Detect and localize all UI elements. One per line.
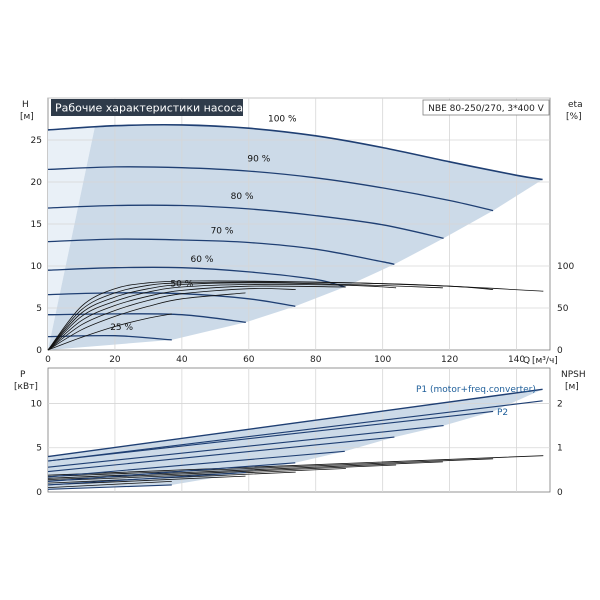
npsh-curve xyxy=(47,461,443,479)
npsh-tick-label: 2 xyxy=(557,399,563,409)
p1-label: P1 (motor+freq.converter) xyxy=(416,385,536,395)
curve-label: 50 % xyxy=(170,280,193,290)
power-curve xyxy=(47,462,296,482)
eta-axis-label: eta xyxy=(568,100,583,110)
curve-label: 25 % xyxy=(110,323,133,333)
npsh-curve xyxy=(47,458,494,477)
flow-tick-label: 80 xyxy=(310,355,322,365)
power-plot-area xyxy=(47,367,551,493)
flow-axis-unit: [м³/ч] xyxy=(532,356,558,366)
head-grid xyxy=(48,97,550,350)
flow-tick-label: 20 xyxy=(109,355,121,365)
flow-tick-label: 100 xyxy=(374,355,391,365)
head-curve-90-line xyxy=(47,166,494,212)
flow-tick-label: 60 xyxy=(243,355,255,365)
npsh-curve xyxy=(47,481,172,488)
npsh-axis-label: NPSH xyxy=(561,370,586,380)
model-label-box: NBE 80-250/270, 3*400 V xyxy=(422,99,550,116)
p2-label: P2 xyxy=(497,408,508,418)
power-curve xyxy=(47,484,172,490)
flow-tick-label: 140 xyxy=(508,355,525,365)
head-curve-70-line xyxy=(47,238,395,265)
power-curve xyxy=(47,471,246,486)
eta-axis-unit: [%] xyxy=(566,112,582,122)
chart-title: Рабочие характеристики насоса xyxy=(55,102,243,115)
efficiency-curve xyxy=(47,313,172,351)
npsh-axis-unit: [м] xyxy=(565,382,579,392)
head-axis-unit: [м] xyxy=(20,112,34,122)
power-chart-panel: 0 5 10 0 1 2 P [кВт] NPSH [м] P1 (motor+freq.… xyxy=(14,367,586,498)
head-chart-panel: 100 % 90 % 80 % 70 % 60 % 50 % 25 % 0 20 40 60 80 1… xyxy=(20,97,583,366)
flow-tick-label: 0 xyxy=(45,355,51,365)
head-tick-label: 15 xyxy=(31,220,42,230)
head-curve-labels: 100 % 90 % 80 % 70 % 60 % 50 % 25 % xyxy=(110,114,297,333)
efficiency-curves xyxy=(47,280,544,351)
power-curve xyxy=(47,410,494,462)
npsh-curve xyxy=(47,464,397,480)
npsh-tick-label: 0 xyxy=(557,488,563,498)
efficiency-curve xyxy=(47,282,443,351)
power-axis-unit: [кВт] xyxy=(14,382,38,392)
power-tick-label: 5 xyxy=(36,444,42,454)
efficiency-curve xyxy=(47,288,296,351)
efficiency-curve xyxy=(47,281,494,351)
npsh-tick-label: 1 xyxy=(557,444,563,454)
head-curves xyxy=(47,123,543,341)
curve-label: 70 % xyxy=(211,227,234,237)
model-label: NBE 80-250/270, 3*400 V xyxy=(428,104,545,114)
head-curve-unlabeled-line xyxy=(47,313,246,323)
curve-label: 80 % xyxy=(231,192,254,202)
power-curve xyxy=(47,450,345,478)
eta-tick-label: 0 xyxy=(557,346,563,356)
power-axes: 0 5 10 0 1 2 xyxy=(31,399,563,498)
power-tick-label: 0 xyxy=(36,488,42,498)
curve-label: 90 % xyxy=(247,154,270,164)
power-axis-label: P xyxy=(20,370,26,380)
head-curve-80-line xyxy=(47,204,444,239)
head-tick-label: 10 xyxy=(31,262,43,272)
head-axis-label: H xyxy=(22,100,29,110)
head-tick-label: 25 xyxy=(31,136,42,146)
head-tick-label: 0 xyxy=(36,346,42,356)
efficiency-curve xyxy=(47,285,346,351)
efficiency-curve xyxy=(47,292,246,351)
flow-axis-label: Q xyxy=(523,356,530,366)
title-box: Рабочие характеристики насоса xyxy=(51,99,243,116)
efficiency-curve xyxy=(47,284,397,351)
power-range-area xyxy=(48,389,543,490)
p1-curve xyxy=(47,388,543,458)
head-tick-label: 5 xyxy=(36,304,42,314)
flow-tick-label: 120 xyxy=(441,355,458,365)
flow-tick-label: 40 xyxy=(176,355,188,365)
eta-tick-label: 50 xyxy=(557,304,569,314)
curve-label: 100 % xyxy=(268,114,297,124)
head-tick-label: 20 xyxy=(31,178,43,188)
eta-tick-label: 100 xyxy=(557,262,574,272)
head-axes: 0 20 40 60 80 100 120 140 0 5 10 15 20 25 0 50 100 xyxy=(31,136,575,365)
head-curve-60-line xyxy=(47,266,345,288)
power-curve xyxy=(47,436,395,473)
power-tick-label: 10 xyxy=(31,399,43,409)
curve-label: 60 % xyxy=(191,255,214,265)
head-curve-100-line xyxy=(47,123,543,181)
power-grid xyxy=(48,368,550,492)
power-curve xyxy=(47,425,444,468)
power-curves xyxy=(47,388,543,490)
